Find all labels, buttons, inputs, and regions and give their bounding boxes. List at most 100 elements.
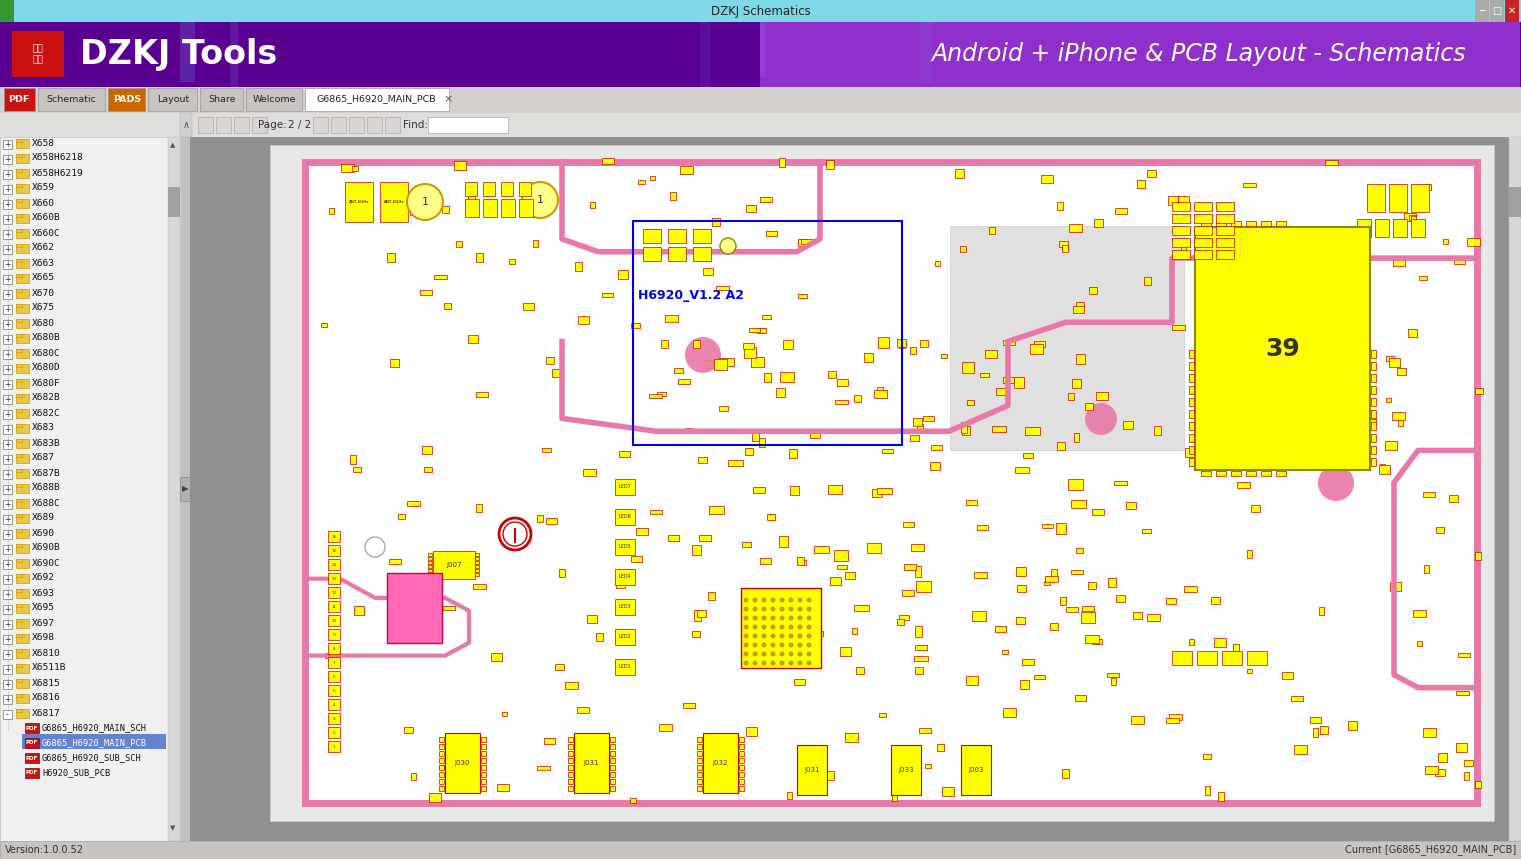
Bar bbox=[481, 744, 487, 749]
Bar bbox=[694, 229, 710, 243]
Bar bbox=[624, 484, 630, 492]
Bar bbox=[578, 316, 589, 325]
Bar bbox=[1370, 434, 1377, 442]
Text: J032: J032 bbox=[712, 760, 727, 766]
Bar bbox=[1180, 244, 1185, 253]
Bar bbox=[668, 247, 686, 261]
Bar bbox=[3, 575, 12, 584]
Bar bbox=[986, 350, 996, 358]
Bar bbox=[794, 679, 805, 685]
Bar bbox=[1167, 598, 1176, 604]
Bar bbox=[923, 416, 934, 421]
Bar bbox=[17, 424, 29, 433]
Bar bbox=[1261, 221, 1272, 226]
Bar bbox=[17, 169, 29, 178]
Bar bbox=[1294, 745, 1307, 754]
Bar bbox=[567, 779, 573, 784]
Bar bbox=[1002, 650, 1008, 655]
Bar bbox=[537, 515, 543, 522]
Text: +: + bbox=[5, 200, 11, 209]
Bar bbox=[17, 424, 21, 427]
Bar bbox=[497, 784, 510, 791]
Bar bbox=[3, 620, 12, 629]
Bar bbox=[17, 334, 21, 337]
Bar bbox=[916, 644, 926, 649]
Circle shape bbox=[788, 643, 794, 648]
Bar bbox=[0, 87, 1521, 113]
Circle shape bbox=[779, 624, 785, 630]
Bar bbox=[1407, 329, 1416, 338]
Text: +: + bbox=[5, 305, 11, 314]
Text: X658H6219: X658H6219 bbox=[32, 168, 84, 178]
Bar bbox=[552, 369, 563, 376]
Bar bbox=[745, 204, 756, 211]
Text: +: + bbox=[5, 275, 11, 284]
Circle shape bbox=[1319, 465, 1354, 501]
Bar bbox=[345, 182, 373, 222]
Bar bbox=[17, 199, 29, 208]
Circle shape bbox=[684, 337, 721, 373]
Bar bbox=[797, 745, 827, 795]
Text: X692: X692 bbox=[32, 574, 55, 582]
Text: X670: X670 bbox=[32, 289, 55, 297]
Bar bbox=[17, 649, 21, 652]
Bar bbox=[17, 679, 29, 688]
Bar bbox=[972, 611, 986, 621]
Bar bbox=[1422, 728, 1436, 737]
Text: PDF: PDF bbox=[26, 756, 38, 760]
Bar bbox=[1434, 769, 1445, 776]
Circle shape bbox=[365, 537, 385, 557]
Bar bbox=[3, 680, 12, 689]
Text: Find:: Find: bbox=[403, 120, 427, 130]
Bar bbox=[567, 786, 573, 791]
Text: +: + bbox=[5, 425, 11, 434]
Text: X658H6218: X658H6218 bbox=[32, 154, 84, 162]
Bar bbox=[878, 387, 884, 391]
Bar bbox=[409, 211, 423, 216]
Circle shape bbox=[797, 616, 803, 620]
Bar bbox=[440, 786, 444, 791]
Bar bbox=[1016, 617, 1025, 624]
Bar bbox=[17, 604, 21, 607]
Bar bbox=[1504, 0, 1519, 22]
Bar bbox=[837, 564, 847, 569]
Bar bbox=[1419, 276, 1427, 280]
Circle shape bbox=[788, 606, 794, 612]
Bar bbox=[1398, 368, 1407, 375]
Bar bbox=[1345, 320, 1351, 324]
Bar bbox=[902, 521, 914, 527]
Bar bbox=[17, 469, 29, 478]
Bar bbox=[484, 199, 497, 217]
Bar bbox=[455, 161, 467, 170]
Bar bbox=[683, 704, 695, 709]
Bar bbox=[827, 371, 837, 378]
Bar bbox=[500, 199, 516, 217]
Text: PADS: PADS bbox=[113, 94, 141, 103]
Bar bbox=[389, 359, 399, 368]
Bar bbox=[853, 605, 868, 611]
Bar bbox=[0, 0, 1521, 22]
Text: +: + bbox=[5, 170, 11, 179]
Bar bbox=[1177, 196, 1189, 204]
Bar bbox=[380, 182, 408, 222]
Bar bbox=[440, 751, 444, 756]
Bar bbox=[1071, 570, 1083, 574]
Bar bbox=[5, 88, 35, 111]
Bar bbox=[3, 260, 12, 269]
Circle shape bbox=[762, 616, 767, 620]
Bar bbox=[427, 569, 432, 572]
Bar bbox=[329, 657, 341, 668]
Bar bbox=[17, 589, 29, 598]
Bar bbox=[17, 484, 21, 487]
Bar bbox=[1378, 465, 1390, 474]
Bar bbox=[1185, 448, 1197, 457]
Bar bbox=[1045, 581, 1051, 584]
Bar bbox=[712, 218, 721, 226]
Bar bbox=[610, 737, 614, 742]
Text: LED5: LED5 bbox=[619, 545, 631, 550]
Bar bbox=[17, 379, 29, 388]
Bar bbox=[584, 469, 596, 476]
Bar bbox=[789, 449, 797, 458]
Bar bbox=[411, 772, 417, 779]
Bar bbox=[902, 590, 914, 596]
